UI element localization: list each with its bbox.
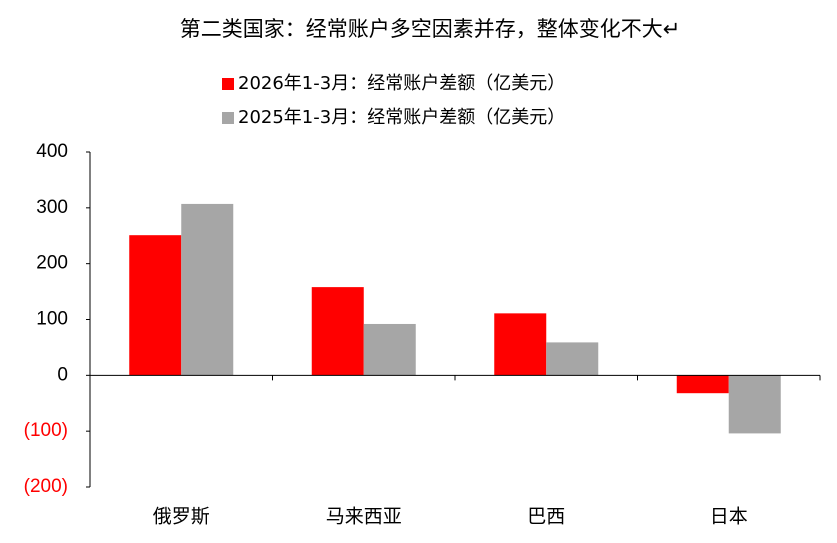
bar	[363, 323, 416, 376]
y-tick-label: (100)	[24, 420, 68, 441]
bar	[546, 342, 599, 376]
bar	[129, 235, 182, 376]
y-tick-label: 400	[36, 141, 68, 162]
y-tick-label: 100	[36, 309, 68, 330]
bar	[181, 203, 234, 376]
x-tick-label: 日本	[710, 506, 748, 528]
bar	[494, 313, 547, 376]
bar	[311, 287, 364, 376]
x-tick-label: 俄罗斯	[153, 506, 210, 528]
bar	[676, 375, 729, 394]
y-tick-label: (200)	[24, 476, 68, 497]
legend-swatch	[222, 112, 234, 124]
y-tick-label: 200	[36, 253, 68, 274]
x-tick-label: 马来西亚	[326, 506, 402, 528]
x-tick-label: 巴西	[527, 506, 565, 528]
bar	[728, 375, 781, 434]
legend-label: 2026年1-3月：经常账户差额（亿美元）	[238, 73, 565, 94]
y-tick-label: 0	[57, 364, 68, 385]
chart-title: 第二类国家：经常账户多空因素并存，整体变化不大↵	[180, 17, 681, 41]
legend-label: 2025年1-3月：经常账户差额（亿美元）	[238, 107, 565, 128]
y-tick-label: 300	[36, 197, 68, 218]
legend-swatch	[222, 78, 234, 90]
